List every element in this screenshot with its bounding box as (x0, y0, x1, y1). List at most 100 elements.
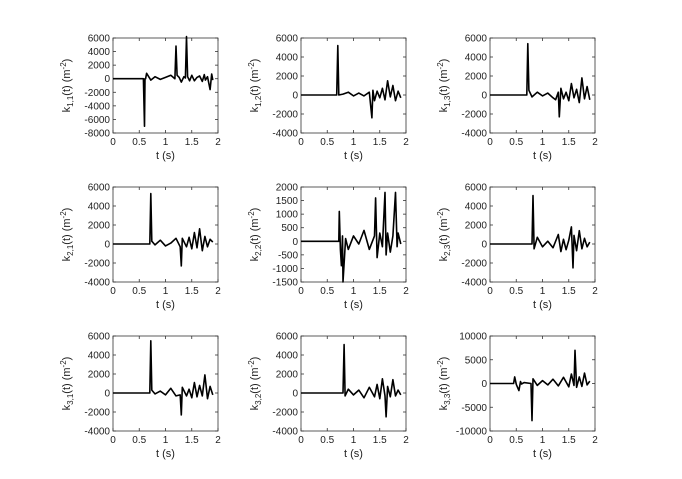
series-line (301, 44, 402, 119)
y-label-part: 1,2 (254, 95, 263, 107)
y-tick-label: 6000 (276, 332, 299, 343)
y-tick-label: -4000 (461, 278, 487, 289)
y-tick-label: 2000 (465, 221, 488, 232)
y-tick-label: -4000 (461, 129, 487, 140)
x-tick-label: 0 (487, 137, 493, 148)
y-tick-label: 0 (104, 74, 110, 85)
y-tick-label: -4000 (272, 129, 298, 140)
y-label-part: ) (438, 208, 450, 212)
x-tick-label: 2 (403, 286, 409, 297)
y-label-part: (t) (m (249, 69, 261, 95)
x-tick-label: 1 (351, 137, 357, 148)
x-tick-label: 1.5 (185, 286, 199, 297)
y-label-part: -2 (247, 62, 256, 70)
x-tick-label: 1 (163, 435, 169, 446)
x-tick-label: 0.5 (509, 286, 523, 297)
subplot-7: 0 0.5 1 1.5 2 -4000 -2000 0 2000 4000 6000 t (s) k3,… (59, 332, 221, 461)
y-label-part: -2 (436, 360, 445, 368)
x-tick-label: 2 (592, 435, 598, 446)
y-label-part: (t) (m (438, 367, 450, 393)
x-axis-label: t (s) (156, 448, 175, 460)
y-tick-label: -500 (278, 250, 298, 261)
y-label-part: 1,1 (66, 95, 75, 107)
y-label-part: (t) (m (438, 69, 450, 95)
y-axis-label: k1,3(t) (m-2) (436, 59, 452, 113)
x-axis-label: t (s) (533, 448, 552, 460)
series-line (113, 339, 214, 416)
y-label-part: 3,2 (254, 393, 263, 405)
x-tick-label: 2 (403, 137, 409, 148)
y-tick-label: -4000 (84, 101, 110, 112)
x-tick-label: 2 (592, 137, 598, 148)
x-axis-label: t (s) (344, 448, 363, 460)
y-tick-label: 0 (292, 389, 298, 400)
y-tick-label: -2000 (272, 408, 298, 419)
y-label-part: k (249, 106, 261, 112)
subplot-3: 0 0.5 1 1.5 2 -4000 -2000 0 2000 4000 6000 t (s) k1,… (436, 34, 598, 163)
x-tick-label: 1.5 (562, 286, 576, 297)
y-label-part: -2 (59, 211, 68, 219)
y-axis-label: k1,1(t) (m-2) (59, 59, 75, 113)
y-tick-label: -4000 (84, 427, 110, 438)
x-tick-label: 1 (163, 286, 169, 297)
y-tick-label: -2000 (84, 88, 110, 99)
y-tick-label: 6000 (88, 183, 111, 194)
subplot-8: 0 0.5 1 1.5 2 -4000 -2000 0 2000 4000 6000 t (s) k3,… (247, 332, 409, 461)
y-tick-label: -2000 (84, 408, 110, 419)
axes-frame (112, 335, 219, 432)
x-tick-label: 0 (298, 137, 304, 148)
x-tick-label: 0.5 (509, 137, 523, 148)
x-axis-label: t (s) (533, 150, 552, 162)
y-tick-label: -1500 (272, 278, 298, 289)
series-line (490, 194, 591, 269)
y-label-part: -2 (59, 360, 68, 368)
y-tick-label: 2000 (276, 72, 299, 83)
x-axis-label: t (s) (533, 299, 552, 311)
y-label-part: -2 (247, 211, 256, 219)
y-tick-label: -2000 (272, 110, 298, 121)
x-tick-label: 0 (110, 435, 116, 446)
y-label-part: 1,3 (443, 95, 452, 107)
x-tick-label: 1.5 (373, 435, 387, 446)
y-tick-label: 4000 (88, 47, 111, 58)
y-tick-label: 5000 (465, 355, 488, 366)
axes-frame (112, 186, 219, 283)
y-tick-label: 0 (481, 379, 487, 390)
y-tick-label: -2000 (84, 259, 110, 270)
x-tick-label: 1 (163, 137, 169, 148)
subplot-1: 0 0.5 1 1.5 2 -8000 -6000 -4000 -2000 0 2000 4000 60… (59, 34, 221, 163)
y-label-part: 3,3 (443, 393, 452, 405)
x-axis-label: t (s) (156, 150, 175, 162)
y-label-part: (t) (m (249, 218, 261, 244)
y-tick-label: 2000 (465, 72, 488, 83)
y-tick-label: 4000 (465, 53, 488, 64)
y-label-part: (t) (m (61, 69, 73, 95)
y-label-part: -2 (436, 62, 445, 70)
x-tick-label: 1.5 (562, 137, 576, 148)
series-line (490, 42, 591, 118)
y-label-part: ) (61, 59, 73, 63)
y-tick-label: 0 (481, 240, 487, 251)
subplot-4: 0 0.5 1 1.5 2 -4000 -2000 0 2000 4000 6000 t (s) k2,… (59, 183, 221, 312)
y-label-part: k (438, 106, 450, 112)
y-tick-label: 4000 (88, 351, 111, 362)
y-tick-label: 0 (481, 91, 487, 102)
x-tick-label: 0.5 (132, 286, 146, 297)
y-label-part: ) (438, 59, 450, 63)
x-tick-label: 1.5 (373, 137, 387, 148)
y-label-part: (t) (m (61, 367, 73, 393)
y-tick-label: 1500 (276, 196, 299, 207)
y-axis-label: k3,2(t) (m-2) (247, 357, 263, 411)
y-axis-label: k2,2(t) (m-2) (247, 208, 263, 262)
y-label-part: k (249, 404, 261, 410)
x-tick-label: 1 (540, 137, 546, 148)
y-label-part: k (249, 255, 261, 261)
x-tick-label: 0 (487, 435, 493, 446)
subplot-6: 0 0.5 1 1.5 2 -4000 -2000 0 2000 4000 6000 t (s) k2,… (436, 183, 598, 312)
y-tick-label: 0 (292, 237, 298, 248)
y-tick-label: -6000 (84, 115, 110, 126)
y-tick-label: 1000 (276, 210, 299, 221)
y-tick-label: 4000 (88, 202, 111, 213)
y-tick-label: 6000 (465, 34, 488, 45)
